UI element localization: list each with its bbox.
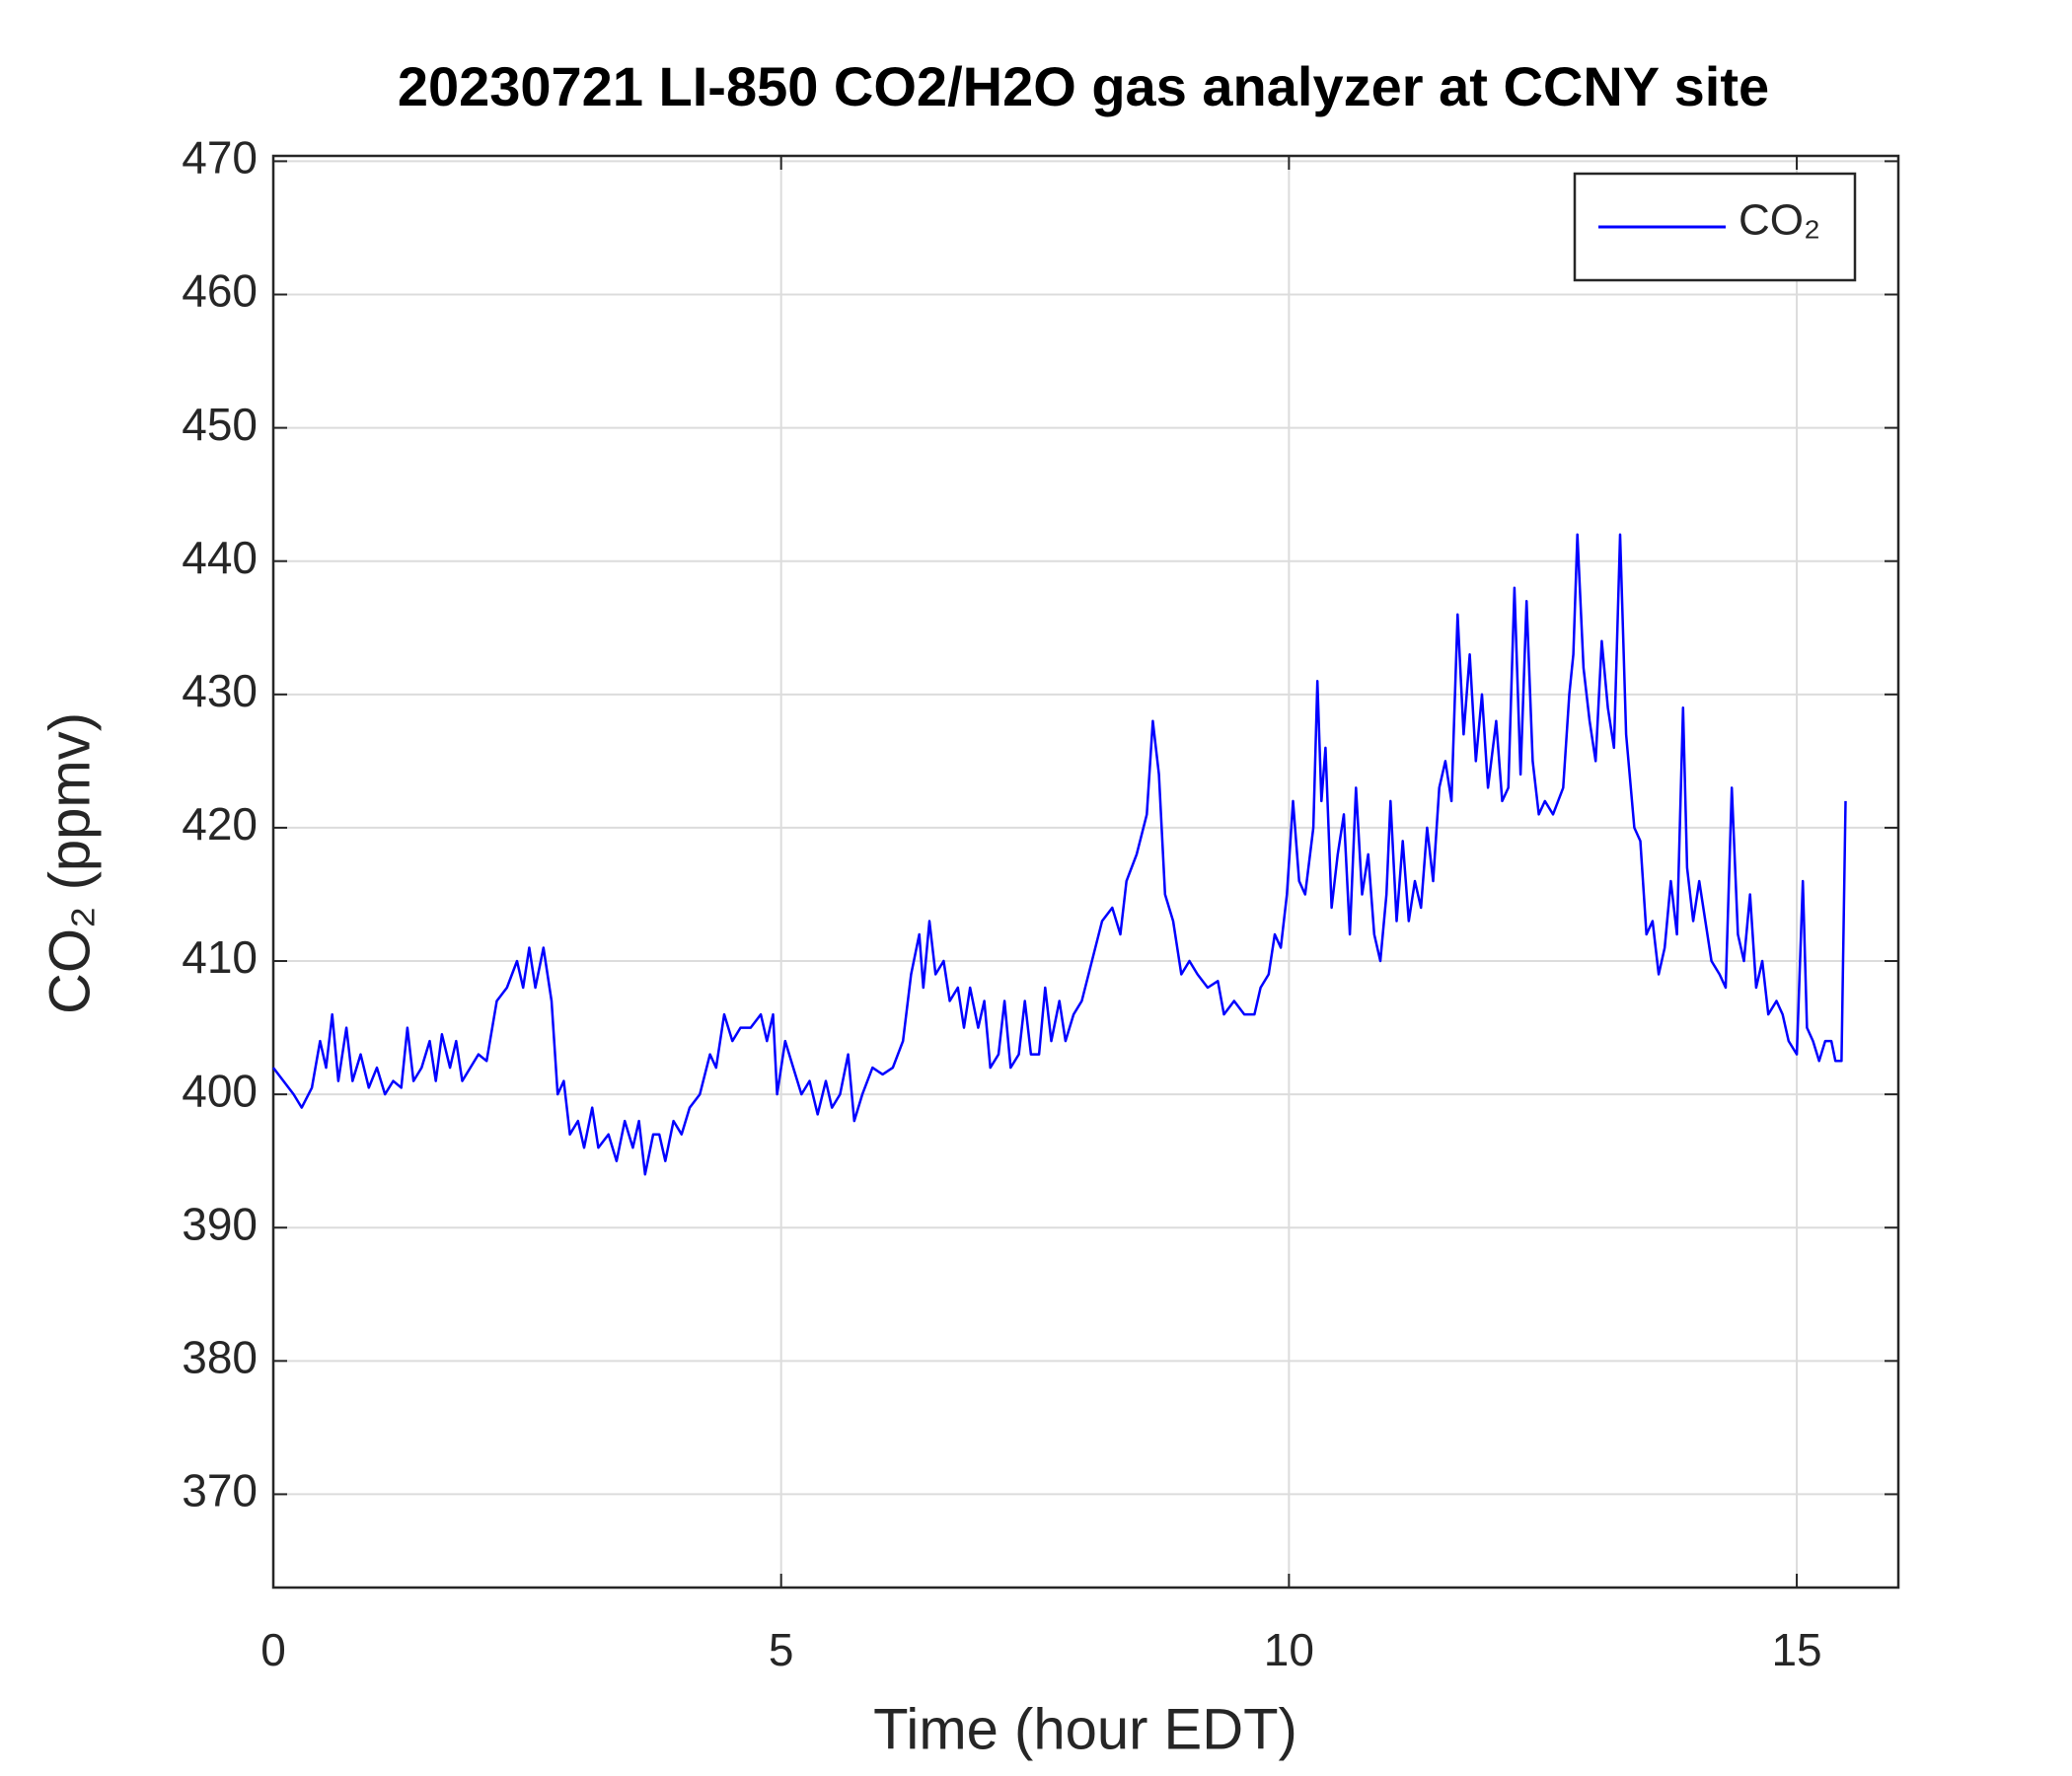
x-axis-label: Time (hour EDT) (873, 1697, 1297, 1761)
plot-frame (271, 154, 1900, 1590)
data-line (272, 533, 1847, 1176)
x-tick-label: 10 (1264, 1624, 1314, 1675)
x-tick-label: 5 (769, 1624, 794, 1675)
x-tick-label: 15 (1771, 1624, 1821, 1675)
x-tick-label: 0 (260, 1624, 286, 1675)
legend-label: CO₂ (1739, 196, 1820, 245)
y-tick-label: 390 (182, 1198, 258, 1249)
y-tick-label: 400 (182, 1065, 258, 1116)
y-tick-label: 370 (182, 1465, 258, 1517)
y-tick-label: 420 (182, 798, 258, 850)
chart-title: 20230721 LI-850 CO2/H2O gas analyzer at … (398, 55, 1769, 117)
y-tick-label: 380 (182, 1331, 258, 1382)
y-tick-label: 470 (182, 132, 258, 184)
y-axis-label: CO₂ (ppmv) (37, 712, 102, 1014)
y-tick-label: 450 (182, 399, 258, 450)
y-tick-label: 410 (182, 931, 258, 983)
y-tick-label: 460 (182, 265, 258, 317)
y-tick-label: 440 (182, 532, 258, 583)
y-tick-label: 430 (182, 665, 258, 716)
